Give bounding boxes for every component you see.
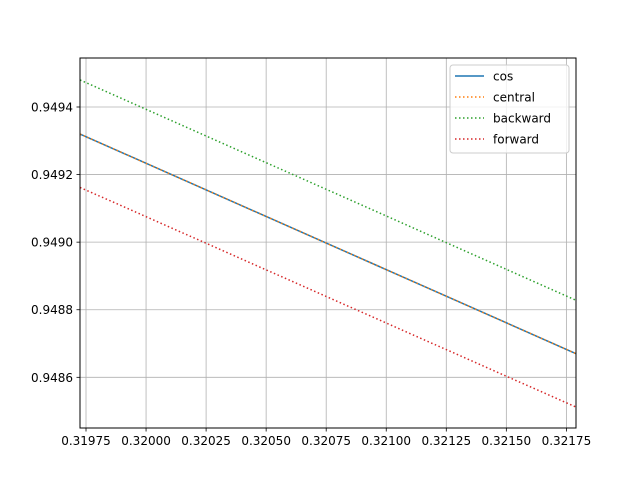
- x-tick-label: 0.32150: [482, 434, 532, 448]
- x-tick-label: 0.32175: [542, 434, 592, 448]
- legend-label-cos: cos: [493, 70, 513, 84]
- axes-frame: [79, 57, 577, 429]
- legend-label-forward: forward: [493, 133, 539, 147]
- legend-box: [449, 64, 570, 154]
- series-lines: [79, 79, 577, 408]
- legend-label-backward: backward: [493, 112, 551, 126]
- x-tick-label: 0.32000: [121, 434, 171, 448]
- x-tick-label: 0.32075: [301, 434, 351, 448]
- x-tick-label: 0.32125: [421, 434, 471, 448]
- legend: cos central backward forward: [449, 64, 570, 154]
- y-tick-label: 0.9490: [31, 236, 73, 250]
- x-tick-label: 0.32100: [361, 434, 411, 448]
- legend-label-central: central: [493, 91, 535, 105]
- y-tick-label: 0.9486: [31, 371, 73, 385]
- axis-ticks: 0.31975 0.32000 0.32025 0.32050 0.32075 0.321…: [31, 100, 591, 448]
- series-line-forward: [79, 186, 577, 408]
- series-line-backward: [79, 79, 577, 301]
- series-line-central: [79, 133, 577, 355]
- y-tick-label: 0.9494: [31, 100, 73, 114]
- x-tick-label: 0.32050: [241, 434, 291, 448]
- y-tick-label: 0.9492: [31, 168, 73, 182]
- y-tick-label: 0.9488: [31, 303, 73, 317]
- x-tick-label: 0.31975: [61, 434, 111, 448]
- x-tick-label: 0.32025: [181, 434, 231, 448]
